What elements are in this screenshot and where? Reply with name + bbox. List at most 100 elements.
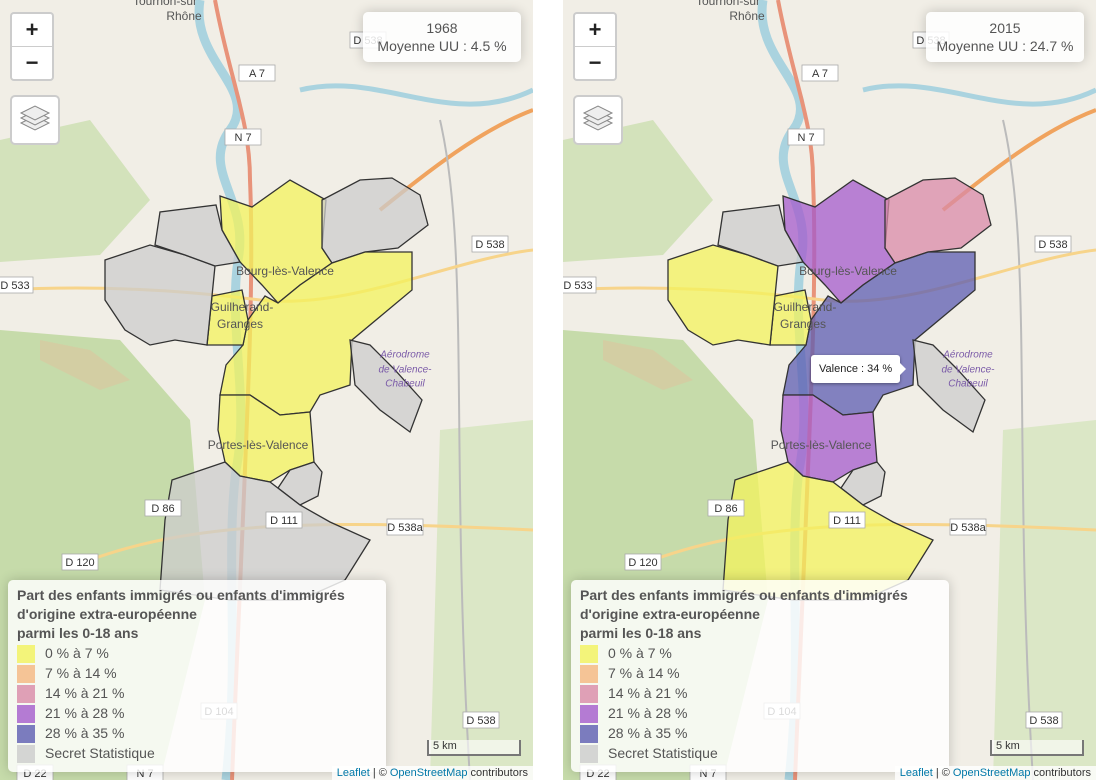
legend-item: 7 % à 14 % [580,663,949,684]
leaflet-link[interactable]: Leaflet [899,767,933,779]
contributors: contributors [470,767,528,779]
place-label: Portes-lès-Valence [771,438,872,452]
legend-title: d'origine extra-européenne [580,606,760,622]
road-shield [949,518,987,536]
road-shield [224,128,262,146]
road-shield [707,499,745,517]
place-label: Rhône [729,9,765,23]
legend-label: 7 % à 14 % [45,665,117,681]
forest [40,340,130,390]
road-shield [828,511,866,529]
layers-control[interactable] [10,95,60,145]
commune[interactable] [321,177,429,264]
zoom-control: + − [10,12,54,81]
road-label: A 7 [812,68,828,80]
leaflet-link[interactable]: Leaflet [336,767,370,779]
legend-item: Secret Statistique [580,743,949,764]
legend-item: Secret Statistique [17,743,386,764]
legend-swatch [17,725,35,744]
road-label: D 86 [714,503,737,515]
river [862,83,1096,107]
place-label: Portes-lès-Valence [208,438,309,452]
commune[interactable] [884,177,992,264]
legend-swatch [580,745,598,764]
legend-swatch [17,685,35,704]
legend-label: Secret Statistique [45,745,155,761]
legend-item: 0 % à 7 % [580,643,949,664]
info-box: 1968 Moyenne UU : 4.5 % [363,12,521,62]
place-label: Chabeuil [948,379,988,390]
osm-link[interactable]: OpenStreetMap [952,767,1031,779]
legend-label: 28 % à 35 % [45,725,125,741]
layers-icon [582,105,614,131]
road-shield [471,235,509,253]
legend-label: 7 % à 14 % [608,665,680,681]
legend: Part des enfants immigrés ou enfants d'i… [8,580,386,772]
zoom-out[interactable]: − [575,46,615,79]
zoom-control: + − [573,12,617,81]
zoom-in[interactable]: + [588,17,602,42]
contributors: contributors [1033,767,1091,779]
legend-title: d'origine extra-européenne [17,606,197,622]
forest [0,120,150,262]
map-panel[interactable]: Tournon-sur Rhône Bourg-lès-Valence Guilher… [0,0,533,780]
road-shield [238,64,276,82]
legend-label: 14 % à 21 % [45,685,125,701]
road-shield [624,553,662,571]
commune[interactable] [912,339,986,434]
place-label: Chabeuil [385,379,425,390]
place-label: Granges [217,317,263,331]
place-label: Aérodrome [379,350,430,361]
road-label: D 111 [270,515,298,527]
legend-swatch [17,665,35,684]
legend-title: Part des enfants immigrés ou enfants d'i… [17,587,345,603]
place-label: Granges [780,317,826,331]
road-shield [1025,711,1063,729]
road-shield [265,511,303,529]
commune[interactable] [154,204,242,267]
forest [430,420,533,780]
legend-swatch [17,745,35,764]
legend-item: 28 % à 35 % [17,723,386,744]
place-label: Tournon-sur [133,0,197,8]
legend-label: 0 % à 7 % [45,645,109,661]
legend: Part des enfants immigrés ou enfants d'i… [571,580,949,772]
info-box: 2015 Moyenne UU : 24.7 % [926,12,1084,62]
road [439,119,471,780]
commune[interactable] [349,339,423,434]
map-panel[interactable]: Tournon-sur Rhône Bourg-lès-Valence Guilher… [563,0,1096,780]
road-label: D 538 [1038,239,1067,251]
road-shield [563,276,597,294]
mean: Moyenne UU : 4.5 % [377,38,507,54]
commune[interactable] [717,204,805,267]
river [299,83,533,107]
legend-swatch [580,705,598,724]
zoom-in[interactable]: + [25,17,39,42]
place-label: Bourg-lès-Valence [236,264,334,278]
place-label: Aérodrome [942,350,993,361]
attribution: Leaflet | © OpenStreetMap contributors [894,766,1096,780]
road-shield [787,128,825,146]
forest [993,420,1096,780]
legend-item: 28 % à 35 % [580,723,949,744]
place-label: Rhône [166,9,202,23]
layers-control[interactable] [573,95,623,145]
legend-label: Secret Statistique [608,745,718,761]
year: 1968 [426,20,458,36]
zoom-out[interactable]: − [12,46,52,79]
road-label: D 538 [1029,715,1058,727]
road [0,248,533,303]
legend-swatch [17,645,35,664]
legend-swatch [580,685,598,704]
road-shield [144,499,182,517]
road-shield [1034,235,1072,253]
road-shield [61,553,99,571]
place-label: Tournon-sur [696,0,760,8]
legend-item: 21 % à 28 % [17,703,386,724]
layer-sheet [582,105,614,121]
legend-swatch [580,645,598,664]
place-label: Guilherand- [774,300,837,314]
mean: Moyenne UU : 24.7 % [936,38,1074,54]
osm-link[interactable]: OpenStreetMap [389,767,468,779]
place-label: Guilherand- [211,300,274,314]
